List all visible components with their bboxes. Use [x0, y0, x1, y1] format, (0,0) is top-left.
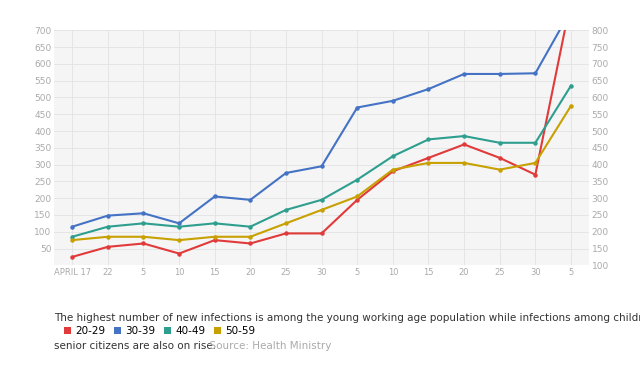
- Text: The highest number of new infections is among the young working age population w: The highest number of new infections is …: [54, 313, 640, 323]
- Text: senior citizens are also on rise.: senior citizens are also on rise.: [54, 341, 216, 351]
- Text: Source: Health Ministry: Source: Health Ministry: [203, 341, 332, 351]
- Legend: 20-29, 30-39, 40-49, 50-59: 20-29, 30-39, 40-49, 50-59: [60, 322, 259, 341]
